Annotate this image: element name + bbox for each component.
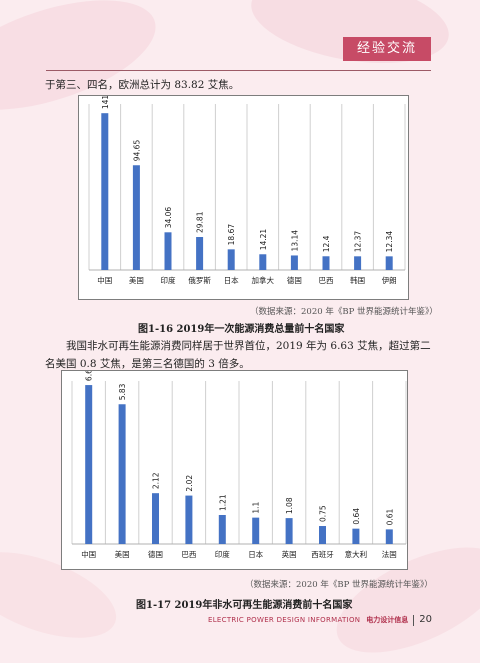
data-label: 1.1: [252, 501, 261, 513]
category-label: 德国: [148, 549, 163, 559]
bar: [118, 404, 126, 544]
bar: [101, 113, 109, 270]
data-label: 0.64: [352, 508, 361, 525]
bar: [354, 256, 362, 270]
category-label: 日本: [248, 549, 263, 559]
category-label: 日本: [224, 275, 239, 285]
data-label: 2.02: [185, 475, 194, 492]
data-label: 12.34: [385, 231, 394, 253]
category-label: 印度: [161, 275, 176, 285]
bar: [218, 514, 226, 544]
category-label: 美国: [129, 275, 144, 285]
category-label: 巴西: [181, 550, 196, 559]
data-label: 141.7: [101, 96, 110, 109]
category-label: 美国: [115, 549, 130, 559]
bar: [290, 255, 298, 270]
category-label: 俄罗斯: [188, 275, 211, 285]
body-paragraph: 我国非水可再生能源消费同样居于世界首位，2019 年为 6.63 艾焦，超过第二…: [45, 340, 431, 370]
chart-primary-energy-svg: 单位：艾焦141.7中国94.65美国34.06印度29.81俄罗斯18.67日…: [88, 96, 406, 285]
category-label: 西班牙: [311, 549, 334, 559]
category-label: 中国: [97, 275, 112, 285]
page-footer: ELECTRIC POWER DESIGN INFORMATION 电力设计信息 2…: [208, 614, 433, 628]
data-label: 13.14: [290, 230, 299, 252]
category-label: 德国: [287, 275, 302, 285]
data-label: 0.61: [385, 508, 394, 525]
data-label: 1.08: [285, 497, 294, 514]
bar: [385, 529, 393, 544]
data-label: 1.21: [218, 494, 227, 511]
data-source-note: （数据来源：2020 年《BP 世界能源统计年鉴》）: [245, 580, 433, 590]
footer-journal-en: ELECTRIC POWER DESIGN INFORMATION: [208, 616, 361, 624]
bar: [319, 526, 326, 544]
bar: [227, 249, 235, 270]
footer-journal-cn: 电力设计信息: [366, 616, 409, 624]
chart-renewable-energy: 单位：艾焦6.63中国5.83美国2.12德国2.02巴西1.21印度1.1日本…: [61, 370, 408, 570]
bar: [385, 256, 393, 270]
category-label: 巴西: [319, 276, 334, 285]
data-label: 6.63: [85, 371, 94, 381]
bar: [196, 237, 204, 270]
bar: [132, 165, 140, 270]
data-label: 34.06: [164, 207, 173, 229]
data-source-note: （数据来源：2020 年《BP 世界能源统计年鉴》）: [250, 307, 438, 317]
footer-separator: [413, 614, 415, 626]
category-label: 印度: [215, 549, 230, 559]
data-label: 2.12: [152, 472, 161, 489]
bar: [85, 385, 93, 544]
data-label: 12.37: [354, 231, 363, 253]
category-label: 中国: [81, 549, 96, 559]
bar: [285, 518, 293, 544]
bar: [164, 232, 172, 270]
page-number: 20: [419, 614, 433, 625]
data-label: 12.4: [322, 235, 331, 252]
bar: [259, 254, 267, 270]
body-paragraph: 于第三、四名，欧洲总计为 83.82 艾焦。: [45, 79, 240, 91]
data-label: 29.81: [196, 211, 205, 233]
data-label: 94.65: [132, 140, 141, 162]
data-label: 14.21: [259, 229, 268, 251]
chart-primary-energy: 单位：艾焦141.7中国94.65美国34.06印度29.81俄罗斯18.67日…: [78, 95, 409, 300]
section-tag: 经验交流: [343, 37, 431, 61]
data-label: 0.75: [319, 505, 328, 522]
bar: [252, 517, 260, 544]
figure-caption: 图1-17 2019年非水可再生能源消费前十名国家: [136, 600, 353, 611]
data-label: 18.67: [227, 224, 236, 246]
category-label: 韩国: [350, 275, 365, 285]
category-label: 法国: [382, 549, 397, 559]
chart-renewable-energy-svg: 单位：艾焦6.63中国5.83美国2.12德国2.02巴西1.21印度1.1日本…: [71, 371, 407, 559]
category-label: 伊朗: [382, 275, 397, 285]
data-label: 5.83: [118, 383, 127, 400]
header-divider: [46, 70, 431, 71]
category-label: 意大利: [345, 549, 368, 559]
category-label: 加拿大: [252, 275, 275, 285]
bar: [352, 528, 360, 544]
category-label: 英国: [282, 549, 297, 559]
bar: [322, 256, 330, 270]
bar: [185, 495, 193, 544]
bar: [152, 493, 159, 544]
figure-caption: 图1-16 2019年一次能源消费总量前十名国家: [138, 324, 345, 335]
